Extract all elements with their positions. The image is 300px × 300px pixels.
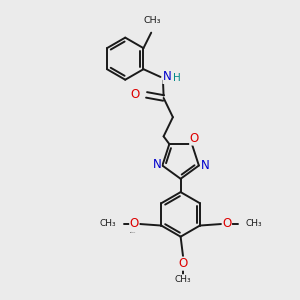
Text: N: N — [201, 159, 210, 172]
Text: methoxy: methoxy — [130, 232, 136, 233]
Text: CH₃: CH₃ — [245, 220, 262, 229]
Text: O: O — [130, 88, 140, 101]
Text: O: O — [190, 132, 199, 145]
Text: N: N — [152, 158, 161, 171]
Text: O: O — [222, 217, 232, 230]
Text: CH₃: CH₃ — [99, 220, 116, 229]
Text: CH₃: CH₃ — [175, 275, 191, 284]
Text: CH₃: CH₃ — [143, 16, 161, 25]
Text: H: H — [173, 74, 181, 83]
Text: O: O — [130, 217, 139, 230]
Text: N: N — [163, 70, 172, 83]
Text: O: O — [178, 257, 188, 270]
